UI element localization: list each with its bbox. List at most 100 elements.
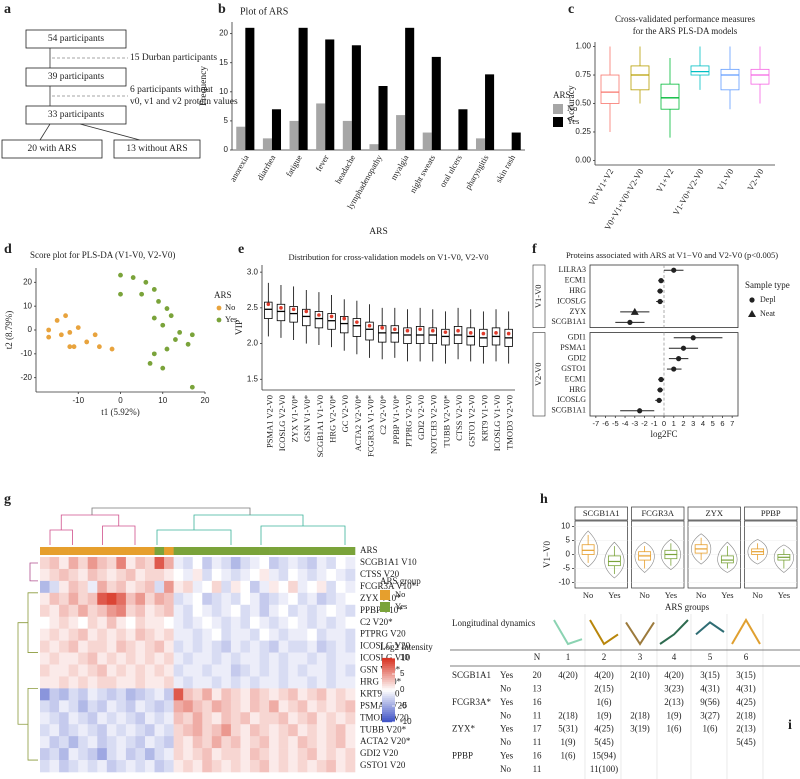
heat-cell (240, 736, 251, 749)
heat-cell (240, 557, 251, 570)
heat-cell (59, 688, 69, 701)
column-header: 3 (638, 652, 643, 662)
heat-cell (125, 760, 136, 773)
heat-cell (164, 580, 174, 594)
heat-cell (40, 712, 50, 725)
heat-cell (250, 604, 260, 618)
row-label: HRG V20* (360, 676, 402, 686)
heat-cell (326, 724, 337, 737)
heat-cell (183, 676, 194, 689)
heat-cell (154, 604, 165, 618)
heat-cell (316, 592, 327, 606)
heat-cell (345, 688, 356, 701)
heat-cell (288, 664, 299, 677)
heat-cell (116, 724, 127, 737)
y-axis-label: Frequency (199, 66, 209, 106)
heat-cell (135, 676, 146, 689)
heat-cell (202, 688, 213, 701)
heat-cell (106, 688, 117, 701)
heat-cell (97, 557, 108, 570)
heat-cell (250, 568, 260, 582)
heat-cell (345, 712, 356, 725)
group-cell (307, 547, 318, 555)
heat-cell (164, 724, 174, 737)
heat-cell (221, 628, 232, 641)
group-cell (326, 547, 337, 555)
heat-cell (211, 568, 222, 582)
heat-cell (164, 664, 174, 677)
mean-point (380, 326, 384, 330)
x-tick-label: Yes (665, 590, 677, 600)
heat-cell (125, 676, 136, 689)
heat-cell (87, 748, 98, 761)
colorbar-step (382, 715, 395, 719)
x-tick-label: GC V2-V0 (340, 395, 350, 432)
table-cell: 5(45) (594, 737, 614, 747)
box (390, 325, 400, 343)
legend-label: Depl (760, 295, 776, 304)
heat-cell (59, 676, 69, 689)
heat-cell (106, 712, 117, 725)
row-label: SCGB1A1 V10 (360, 557, 417, 567)
y-tick-label: ECM1 (565, 275, 586, 284)
heat-cell (326, 640, 337, 653)
mean-point (405, 328, 410, 333)
table-cell: 1(9) (561, 737, 576, 747)
heat-cell (125, 700, 136, 713)
heat-cell (297, 700, 308, 713)
heat-cell (173, 557, 184, 570)
heat-cell (278, 628, 289, 641)
colorbar-tick-label: 10 (400, 653, 409, 662)
heat-cell (335, 724, 346, 737)
heat-cell (211, 760, 222, 773)
heat-cell (68, 688, 79, 701)
table-cell: FCGR3A* (452, 697, 492, 707)
y-tick-label: ICOSLG (557, 395, 586, 404)
point (671, 267, 677, 273)
heat-cell (154, 580, 165, 594)
heat-cell (269, 568, 279, 582)
facet-label: FCGR3A (641, 508, 674, 518)
heat-cell (221, 664, 232, 677)
heat-cell (154, 676, 165, 689)
point (67, 344, 73, 350)
point (118, 291, 123, 297)
heat-cell (116, 652, 127, 665)
table-cell: 4(31) (700, 683, 720, 693)
x-tick-label: No (639, 590, 649, 600)
heat-cell (345, 748, 356, 761)
heat-cell (335, 640, 346, 653)
heat-cell (211, 604, 222, 618)
heat-cell (135, 760, 146, 773)
mean-point (456, 328, 460, 333)
facet-strip (687, 506, 741, 521)
colorbar-step (382, 707, 395, 711)
point (658, 278, 664, 284)
trend-icon (589, 619, 619, 646)
heat-cell (278, 724, 289, 737)
box (276, 303, 286, 322)
violin (717, 541, 738, 573)
heat-cell (40, 557, 50, 570)
y-tick-label: GDI2 (568, 353, 586, 362)
heat-cell (183, 640, 194, 653)
x-tick-label: 3 (691, 419, 695, 428)
point (657, 298, 663, 305)
x-tick-label: FCGR3A V1-V0* (365, 395, 375, 457)
heat-cell (192, 724, 203, 737)
heat-cell (259, 748, 270, 761)
facet-label: V2-V0 (533, 362, 543, 386)
heat-cell (125, 724, 136, 737)
heat-cell (250, 676, 260, 689)
heat-cell (211, 676, 222, 689)
heat-cell (297, 604, 308, 618)
table-cell: 11 (533, 764, 542, 774)
heat-cell (97, 664, 108, 677)
group-cell (240, 547, 251, 555)
heat-cell (183, 557, 194, 570)
legend-marker (749, 297, 755, 303)
heat-cell (202, 760, 213, 773)
row-label: GDI2 V20 (360, 748, 399, 758)
heat-cell (288, 557, 299, 570)
heat-cell (106, 568, 117, 582)
